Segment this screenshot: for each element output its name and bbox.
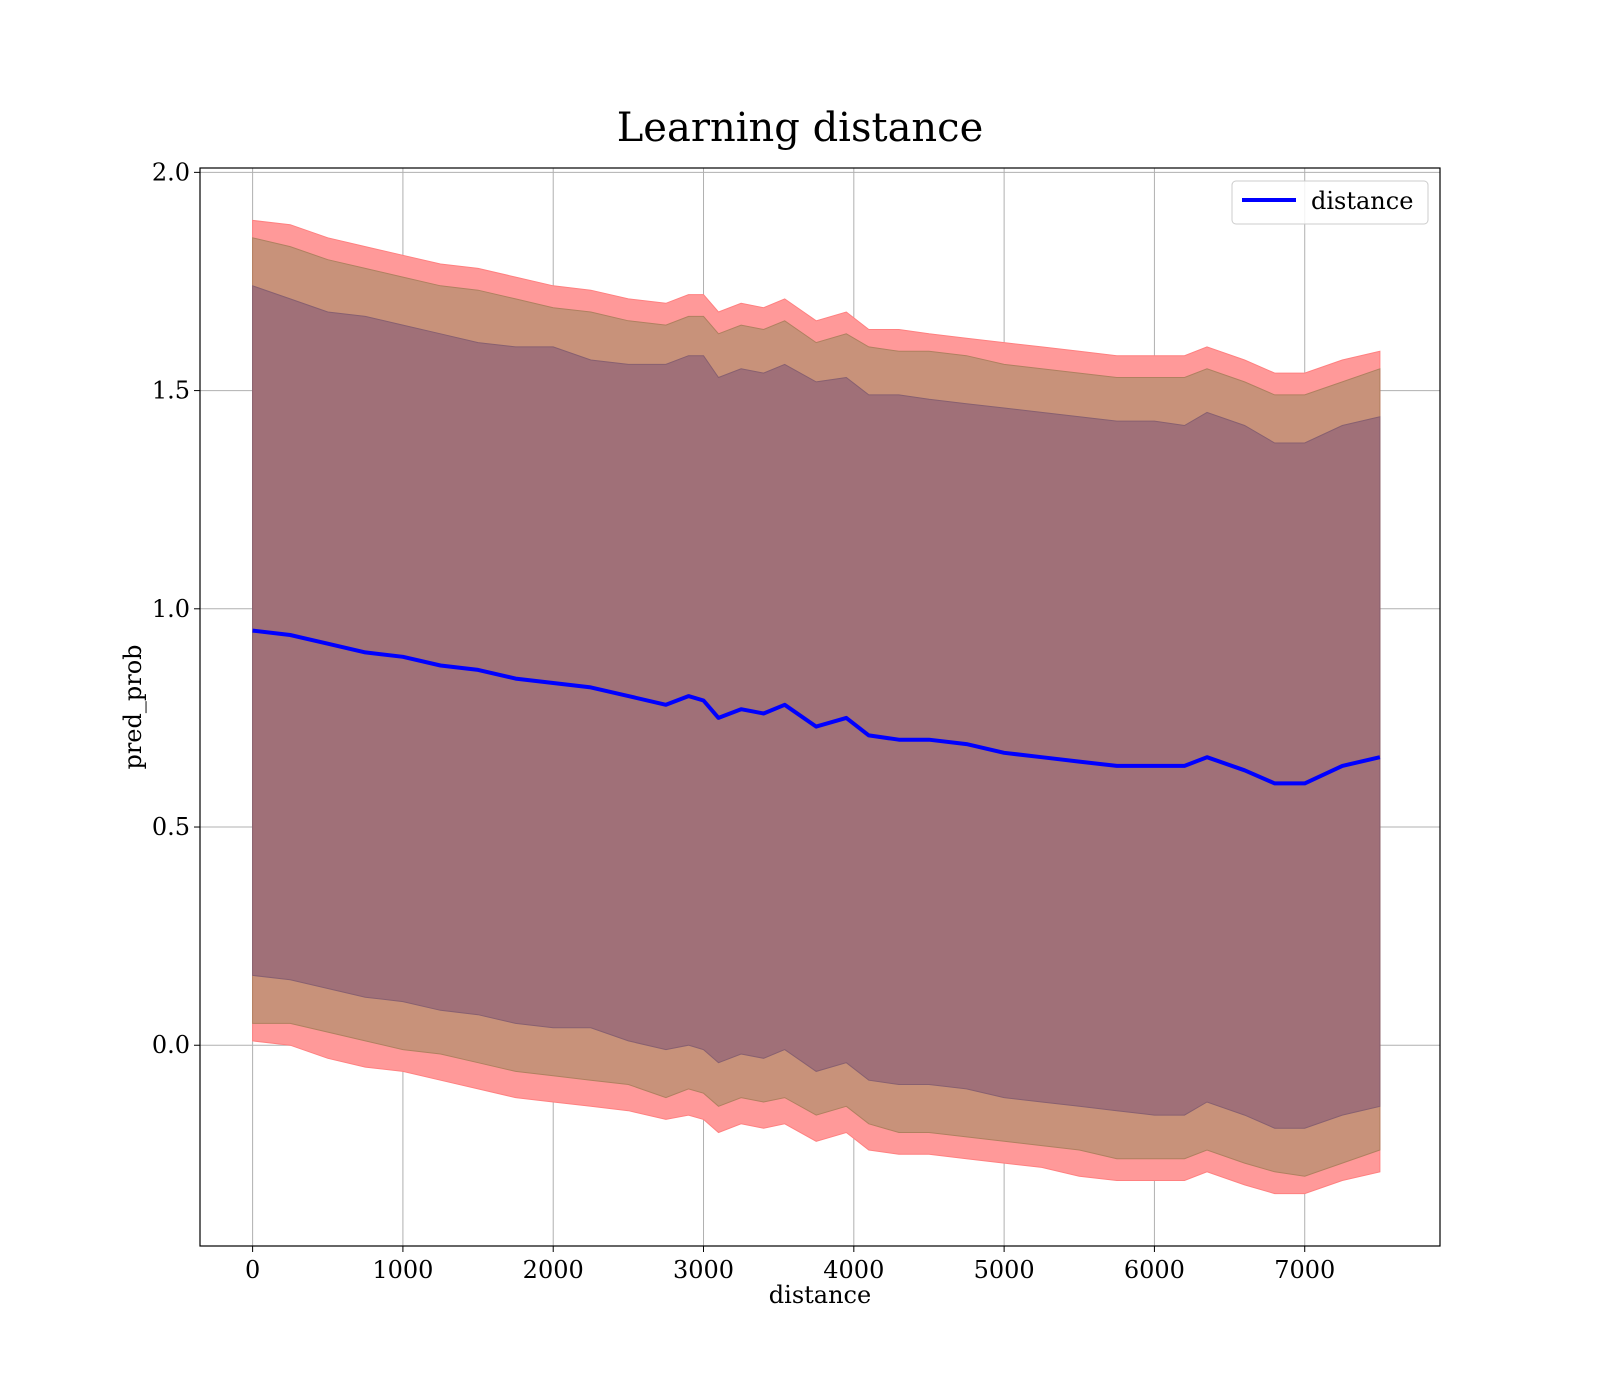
x-tick-label: 0 [245,1256,260,1284]
legend-label-distance: distance [1311,187,1413,215]
confidence-bands [252,219,1381,1195]
y-tick-label: 0.5 [152,813,190,841]
x-tick-label: 5000 [974,1256,1035,1284]
legend: distance [1231,180,1429,225]
x-axis-label: distance [769,1281,871,1309]
y-tick-label: 2.0 [152,158,190,186]
band-inner [252,285,1381,1129]
x-tick-label: 2000 [523,1256,584,1284]
series-lines [252,628,1381,786]
legend-box [1231,180,1429,225]
y-tick-label: 0.0 [152,1031,190,1059]
x-tick-label: 3000 [673,1256,734,1284]
x-tick-label: 7000 [1274,1256,1335,1284]
x-tick-label: 1000 [372,1256,433,1284]
y-tick-label: 1.0 [152,595,190,623]
x-tick-label: 4000 [823,1256,884,1284]
x-tick-label: 6000 [1124,1256,1185,1284]
x-axis-ticks: 0 1000 2000 3000 4000 5000 6000 7000 [245,1246,1335,1284]
series-line-distance [252,628,1381,786]
plot-frame [199,167,1441,1247]
y-axis-ticks: 0.0 0.5 1.0 1.5 2.0 [152,158,200,1059]
chart-title: Learning distance [617,105,984,151]
y-axis-label: pred_prob [119,644,147,769]
y-tick-label: 1.5 [152,377,190,405]
